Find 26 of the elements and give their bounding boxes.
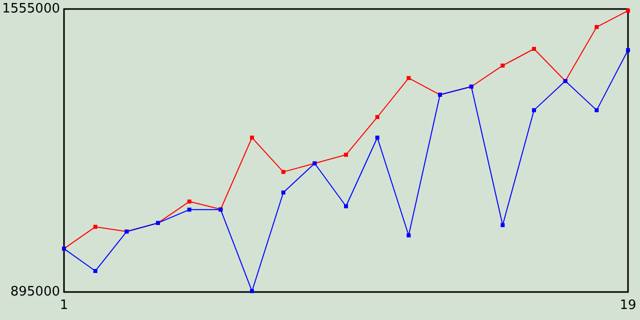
point xyxy=(626,8,630,13)
point xyxy=(187,200,192,204)
point xyxy=(594,25,599,30)
point xyxy=(375,136,380,140)
point xyxy=(500,223,505,228)
point xyxy=(406,76,411,80)
point xyxy=(281,170,286,174)
y-tick-label: 895000 xyxy=(10,284,60,300)
point xyxy=(344,204,348,208)
x-tick-label: 1 xyxy=(60,298,68,313)
point xyxy=(250,289,254,294)
point xyxy=(344,152,348,157)
y-tick-label: 1555000 xyxy=(2,2,60,16)
point xyxy=(93,268,98,273)
x-tick-label: 19 xyxy=(620,298,636,313)
point xyxy=(250,136,254,140)
point xyxy=(594,108,599,112)
point xyxy=(375,115,380,120)
point xyxy=(532,46,536,51)
point xyxy=(532,108,536,112)
point xyxy=(93,224,98,229)
point xyxy=(626,48,630,52)
point xyxy=(187,208,192,212)
point xyxy=(500,64,505,68)
point xyxy=(281,190,286,195)
point xyxy=(406,233,411,238)
